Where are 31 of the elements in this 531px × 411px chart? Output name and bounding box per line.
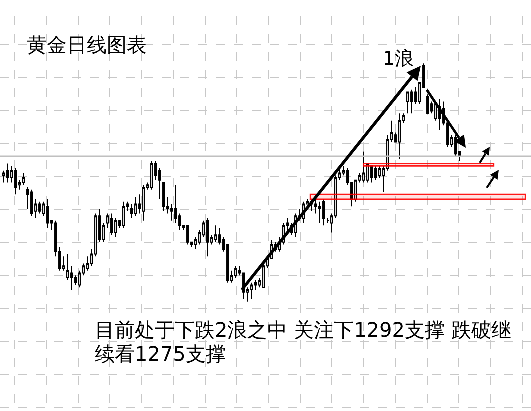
candlestick <box>406 92 410 114</box>
candlestick <box>250 282 254 300</box>
candlestick <box>162 182 166 212</box>
candlestick <box>322 198 326 226</box>
candlestick <box>6 163 10 184</box>
candlestick <box>426 94 430 114</box>
chart-title: 黄金日线图表 <box>27 33 147 57</box>
candlestick <box>110 213 114 236</box>
candlestick <box>318 201 322 224</box>
candlestick <box>142 184 146 222</box>
candlestick <box>398 113 402 160</box>
candlestick <box>186 225 190 246</box>
text: 目前处于下跌2浪之中 关注下1292支撑 跌破继续看1275支撑 <box>95 318 512 366</box>
candlestick <box>438 98 442 131</box>
candlestick <box>134 196 138 217</box>
candlestick <box>22 172 26 186</box>
candlestick <box>234 266 238 279</box>
candlestick <box>410 89 414 114</box>
candlestick <box>38 201 42 214</box>
candlestick <box>370 166 374 184</box>
candlestick <box>214 225 218 243</box>
candlestick <box>14 168 18 196</box>
candlestick <box>206 218 210 258</box>
candlestick <box>150 160 154 190</box>
candlestick <box>46 198 50 229</box>
candlestick <box>454 134 458 158</box>
annotation: 1浪 <box>383 47 414 71</box>
candlestick <box>374 166 378 181</box>
candlestick <box>30 189 34 217</box>
candlestick <box>362 151 366 184</box>
candlestick <box>122 201 126 229</box>
